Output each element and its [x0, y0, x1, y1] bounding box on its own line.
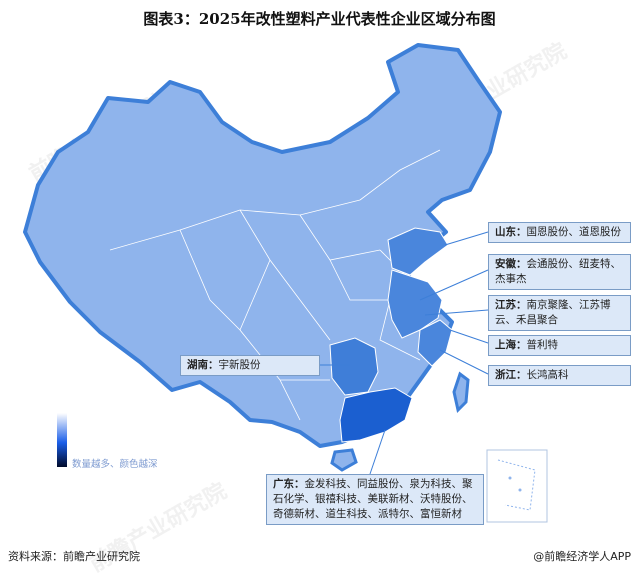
province-hunan: [329, 337, 379, 396]
region-label-shandong: 山东：国恩股份、道恩股份: [488, 222, 631, 243]
credit-text: @前瞻经济学人APP: [533, 550, 631, 563]
figure-title: 图表3：2025年改性塑料产业代表性企业区域分布图: [143, 10, 496, 28]
legend-color-gradient: [57, 413, 67, 467]
hainan-island: [330, 448, 358, 472]
region-label-jiangsu: 江苏：南京聚隆、江苏博云、禾昌聚合: [488, 295, 631, 331]
china-outline: [23, 43, 502, 448]
province-shandong: [387, 227, 449, 276]
legend-text: 数量越多、颜色越深: [72, 459, 158, 470]
province-guangdong: [339, 387, 413, 443]
region-label-anhui: 安徽：会通股份、纽麦特、杰事杰: [488, 254, 631, 290]
south-china-sea-inset: [486, 449, 548, 523]
region-label-guangdong: 广东：金发科技、同益股份、泉为科技、聚石化学、银禧科技、美联新材、沃特股份、奇德…: [266, 474, 484, 525]
region-label-hunan: 湖南：宇新股份: [180, 355, 320, 376]
region-label-shanghai: 上海：普利特: [488, 335, 631, 356]
province-zhejiang: [417, 319, 453, 367]
leader-lines: [320, 231, 489, 475]
taiwan-island: [452, 371, 470, 413]
province-jiangsu-anhui: [387, 269, 443, 339]
source-text: 资料来源：前瞻产业研究院: [8, 550, 140, 563]
region-label-zhejiang: 浙江：长鸿高科: [488, 365, 631, 386]
china-mainland: [23, 43, 502, 472]
